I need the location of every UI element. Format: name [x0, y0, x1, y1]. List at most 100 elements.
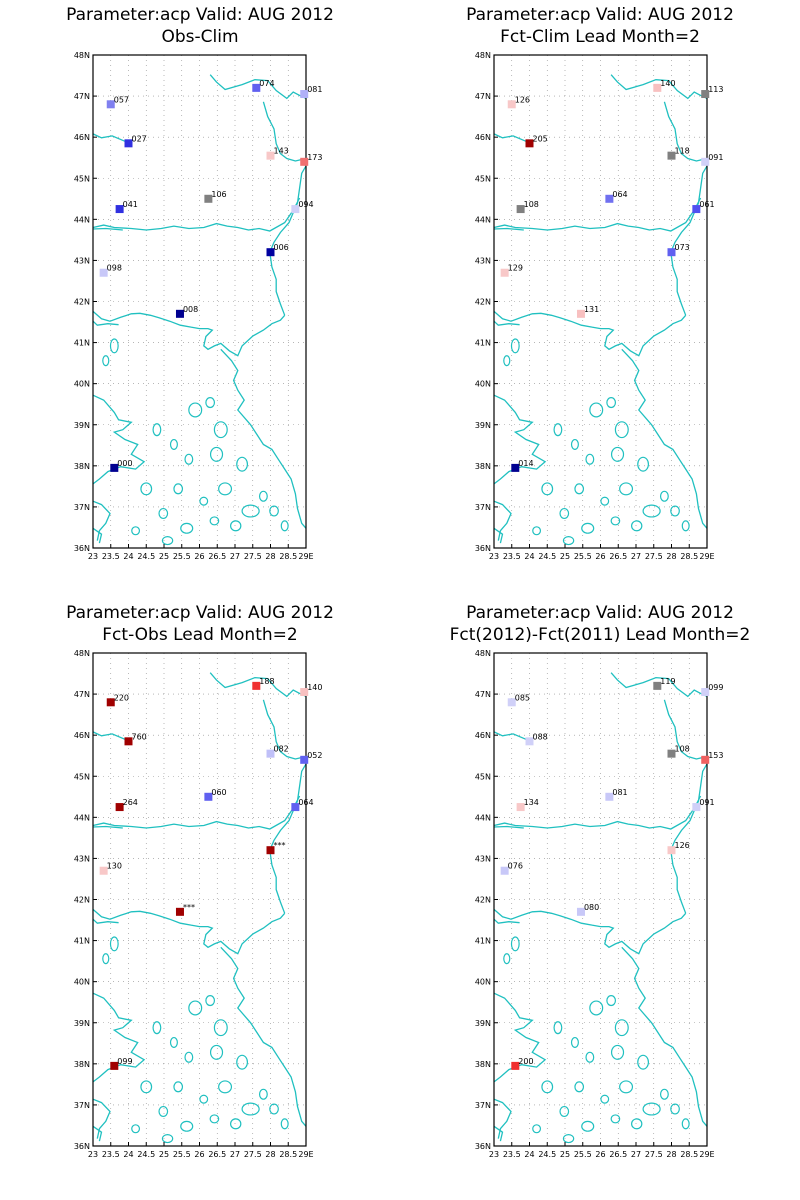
lon-tick-label: 29E	[298, 1150, 313, 1159]
lon-tick-label: 24	[123, 1150, 133, 1159]
panel-title: Parameter:acp Valid: AUG 2012	[66, 5, 334, 25]
station-value-label: 081	[612, 788, 627, 797]
lat-tick-label: 38N	[475, 1060, 491, 1069]
lon-tick-label: 26	[194, 552, 204, 561]
lon-tick-label: 26.5	[208, 1150, 226, 1159]
station-marker	[701, 90, 710, 99]
station-value-label: 108	[524, 200, 539, 209]
station-marker	[110, 463, 119, 472]
station-value-label: 131	[584, 305, 599, 314]
station-marker	[525, 737, 534, 746]
lat-tick-label: 38N	[74, 1060, 90, 1069]
lat-tick-label: 45N	[74, 772, 90, 781]
station-value-label: 076	[508, 862, 523, 871]
panel-title: Parameter:acp Valid: AUG 2012	[466, 5, 734, 25]
lon-tick-label: 26.5	[208, 552, 226, 561]
lat-tick-label: 39N	[475, 421, 491, 430]
lon-tick-label: 23	[489, 1150, 499, 1159]
lon-tick-label: 28.5	[279, 1150, 297, 1159]
lat-tick-label: 43N	[475, 256, 491, 265]
map-panel-4: Parameter:acp Valid: AUG 2012Fct(2012)-F…	[450, 603, 751, 1159]
lat-tick-label: 38N	[74, 462, 90, 471]
station-marker	[300, 688, 309, 697]
lon-tick-label: 24.5	[137, 1150, 155, 1159]
station-value-label: 098	[107, 264, 122, 273]
station-marker	[667, 846, 676, 855]
lat-tick-label: 44N	[475, 813, 491, 822]
lat-tick-label: 36N	[475, 544, 491, 553]
station-marker	[300, 755, 309, 764]
station-value-label: 099	[708, 683, 723, 692]
station-marker	[653, 83, 662, 92]
station-marker	[266, 749, 275, 758]
panel-subtitle: Fct-Obs Lead Month=2	[102, 625, 297, 645]
lat-tick-label: 44N	[74, 215, 90, 224]
station-value-label: 014	[518, 459, 533, 468]
lon-tick-label: 23	[88, 1150, 98, 1159]
lat-tick-label: 45N	[475, 772, 491, 781]
station-value-label: 264	[123, 798, 138, 807]
station-value-label: 173	[307, 153, 322, 162]
station-marker	[692, 205, 701, 214]
lat-tick-label: 47N	[475, 92, 491, 101]
lon-tick-label: 28	[265, 552, 275, 561]
lon-tick-label: 24.5	[538, 1150, 556, 1159]
station-value-label: 064	[298, 798, 313, 807]
station-marker	[507, 698, 516, 707]
lat-tick-label: 37N	[475, 1101, 491, 1110]
station-marker	[115, 803, 124, 812]
station-marker	[667, 151, 676, 160]
station-value-label: 027	[132, 134, 147, 143]
station-marker	[667, 248, 676, 257]
station-marker	[124, 139, 133, 148]
station-value-label: 064	[612, 190, 627, 199]
station-marker	[605, 792, 614, 801]
lon-tick-label: 25.5	[574, 552, 592, 561]
lat-tick-label: 48N	[74, 649, 90, 658]
lat-tick-label: 47N	[74, 92, 90, 101]
lon-tick-label: 24.5	[538, 552, 556, 561]
lon-tick-label: 23	[489, 552, 499, 561]
map-gridlines	[494, 55, 707, 548]
station-marker	[511, 463, 520, 472]
lat-tick-label: 39N	[74, 421, 90, 430]
lon-tick-label: 27	[631, 1150, 641, 1159]
lat-tick-label: 43N	[74, 854, 90, 863]
station-value-label: 081	[307, 85, 322, 94]
lon-tick-label: 23.5	[102, 1150, 120, 1159]
station-marker	[300, 157, 309, 166]
lon-tick-label: 27.5	[244, 1150, 262, 1159]
coastline	[493, 672, 708, 1144]
lat-tick-label: 42N	[475, 298, 491, 307]
lon-tick-label: 25	[560, 1150, 570, 1159]
station-marker	[701, 688, 710, 697]
station-marker	[266, 151, 275, 160]
lon-tick-label: 27	[230, 1150, 240, 1159]
lat-tick-label: 48N	[74, 51, 90, 60]
lat-tick-label: 40N	[74, 978, 90, 987]
map-gridlines	[93, 55, 306, 548]
lon-tick-label: 25.5	[574, 1150, 592, 1159]
lon-tick-label: 27.5	[645, 1150, 663, 1159]
lat-tick-label: 42N	[475, 896, 491, 905]
station-value-label: 153	[708, 751, 723, 760]
lon-tick-label: 25.5	[173, 552, 191, 561]
station-marker	[516, 803, 525, 812]
station-value-label: 082	[274, 745, 289, 754]
lat-tick-label: 37N	[74, 1101, 90, 1110]
panel-subtitle: Obs-Clim	[161, 27, 238, 47]
station-marker	[266, 248, 275, 257]
station-value-label: 091	[699, 798, 714, 807]
lat-tick-label: 36N	[475, 1142, 491, 1151]
lon-tick-label: 29E	[699, 1150, 714, 1159]
lon-tick-label: 26	[595, 552, 605, 561]
panel-title: Parameter:acp Valid: AUG 2012	[466, 603, 734, 623]
station-marker	[204, 792, 213, 801]
lon-tick-label: 29E	[298, 552, 313, 561]
station-marker	[266, 846, 275, 855]
panel-subtitle: Fct-Clim Lead Month=2	[500, 27, 700, 47]
station-marker	[525, 139, 534, 148]
